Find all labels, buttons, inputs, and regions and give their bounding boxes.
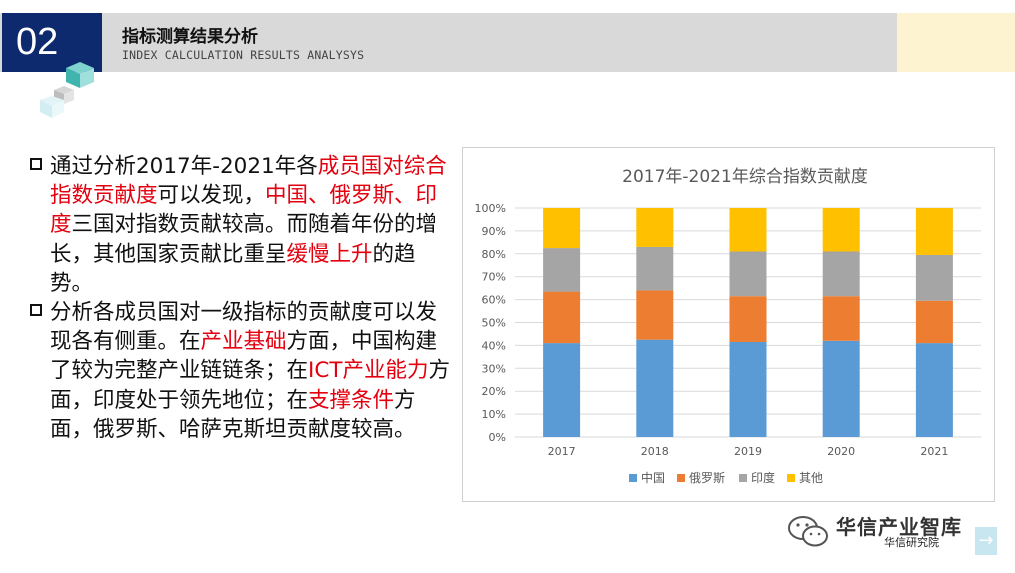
bar-segment-中国: [729, 341, 767, 437]
y-tick-label: 10%: [482, 408, 506, 421]
bar-segment-印度: [543, 248, 581, 292]
paragraph-1-text: 通过分析2017年-2021年各成员国对综合指数贡献度可以发现，中国、俄罗斯、印…: [50, 154, 447, 296]
bar-segment-中国: [915, 343, 953, 437]
x-tick-label: 2020: [827, 445, 855, 458]
bar-segment-其他: [636, 208, 674, 247]
body-text: 分析各成员国对一级指标的贡献度可以发现各有侧重。在: [50, 300, 438, 355]
bar-segment-印度: [915, 254, 953, 301]
bar-segment-中国: [543, 343, 581, 437]
y-tick-label: 40%: [482, 339, 506, 352]
bar-segment-其他: [543, 208, 581, 249]
bar-segment-俄罗斯: [915, 300, 953, 344]
body-text: 三国对指数贡献较高。而随着年份的增长，其他国家贡献比重呈: [50, 212, 438, 267]
bar-segment-其他: [822, 208, 860, 252]
chart-frame: 2017年-2021年综合指数贡献度 0% 10% 20% 30% 40% 50% 60% 70…: [462, 147, 995, 502]
chart-title: 2017年-2021年综合指数贡献度: [622, 167, 868, 187]
watermark-brand: 华信产业智库: [836, 515, 962, 539]
paragraph-2-text: 分析各成员国对一级指标的贡献度可以发现各有侧重。在产业基础方面，中国构建了较为完…: [50, 300, 450, 442]
y-tick-label: 70%: [482, 271, 506, 284]
legend-swatch: [787, 474, 795, 482]
next-slide-button[interactable]: →: [975, 527, 997, 555]
paragraph-2: 分析各成员国对一级指标的贡献度可以发现各有侧重。在产业基础方面，中国构建了较为完…: [30, 298, 455, 444]
highlight-text: ICT产业能力: [308, 358, 429, 384]
y-tick-label: 50%: [482, 317, 506, 330]
checkbox-bullet-icon: [30, 158, 42, 170]
decorative-cubes-icon: [40, 62, 94, 118]
analysis-text: 通过分析2017年-2021年各成员国对综合指数贡献度可以发现，中国、俄罗斯、印…: [30, 152, 455, 444]
bar-segment-俄罗斯: [729, 296, 767, 342]
watermark-sub: 华信研究院: [884, 536, 939, 549]
highlight-text: 成员国对综合指数贡献度: [50, 154, 447, 209]
page-subtitle: INDEX CALCULATION RESULTS ANALYSYS: [122, 48, 365, 62]
y-tick-label: 60%: [482, 294, 506, 307]
y-tick-label: 30%: [482, 362, 506, 375]
bar-segment-俄罗斯: [822, 296, 860, 341]
highlight-text: 中国、俄罗斯、印度: [50, 183, 438, 238]
y-tick-label: 80%: [482, 248, 506, 261]
page-title: 指标测算结果分析: [122, 27, 258, 47]
legend-label: 印度: [751, 470, 775, 485]
highlight-text: 支撑条件: [308, 387, 395, 413]
body-text: 通过分析2017年-2021年各: [50, 154, 318, 179]
x-tick-label: 2021: [920, 445, 948, 458]
bar-segment-印度: [822, 251, 860, 297]
highlight-text: 缓慢上升: [286, 241, 373, 267]
bar-segment-中国: [822, 340, 860, 437]
checkbox-bullet-icon: [30, 304, 42, 317]
body-text: 的趋势。: [50, 241, 416, 296]
legend-label: 俄罗斯: [689, 471, 725, 485]
y-tick-label: 20%: [482, 385, 506, 398]
body-text: 可以发现，: [157, 183, 266, 209]
legend-swatch: [677, 474, 685, 482]
header-accent: [897, 13, 1015, 72]
legend-label: 其他: [799, 471, 823, 485]
wechat-icon: [788, 516, 828, 547]
legend-label: 中国: [641, 470, 665, 485]
x-tick-label: 2017: [548, 445, 576, 458]
x-tick-label: 2018: [641, 445, 669, 458]
header-bar: [0, 13, 1015, 72]
y-tick-label: 0%: [489, 431, 506, 444]
bar-segment-中国: [636, 339, 674, 437]
x-tick-label: 2019: [734, 445, 762, 458]
body-text: 方面，中国构建了较为完整产业链链条；在: [50, 329, 438, 384]
bar-segment-印度: [636, 246, 674, 291]
y-tick-label: 90%: [482, 225, 506, 238]
bar-segment-印度: [729, 251, 767, 297]
legend-swatch: [629, 474, 637, 482]
highlight-text: 产业基础: [200, 329, 287, 355]
paragraph-1: 通过分析2017年-2021年各成员国对综合指数贡献度可以发现，中国、俄罗斯、印…: [30, 152, 455, 298]
bar-segment-俄罗斯: [636, 290, 674, 340]
y-tick-label: 100%: [475, 202, 506, 215]
body-text: 方面，印度处于领先地位；在: [50, 358, 451, 413]
stacked-bar-chart: 2017年-2021年综合指数贡献度 0% 10% 20% 30% 40% 50% 60% 70…: [475, 167, 981, 485]
legend-swatch: [739, 474, 747, 482]
body-text: 方面，俄罗斯、哈萨克斯坦贡献度较高。: [50, 387, 416, 442]
bar-segment-其他: [915, 208, 953, 255]
bar-segment-俄罗斯: [543, 291, 581, 344]
section-number: 02: [2, 13, 102, 72]
bar-segment-其他: [729, 208, 767, 252]
